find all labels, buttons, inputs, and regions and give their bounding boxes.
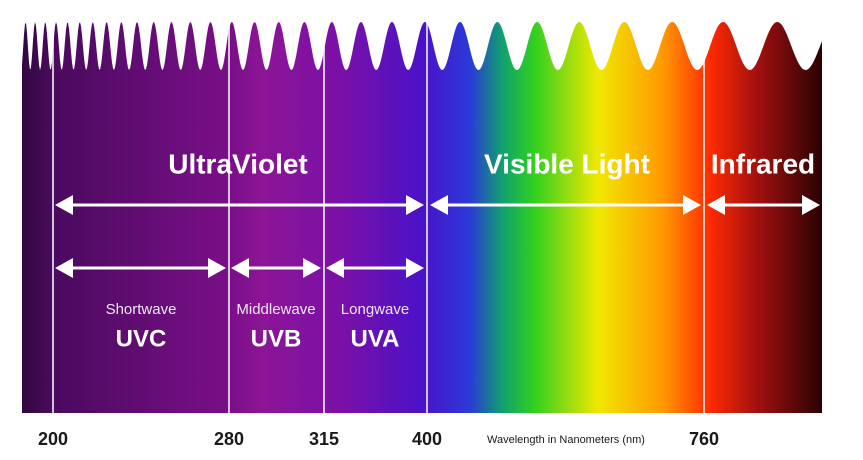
arrows — [55, 195, 820, 278]
arrow-head — [406, 258, 424, 278]
tick-label: 760 — [689, 429, 719, 449]
arrow-head — [208, 258, 226, 278]
band-code: UVC — [116, 325, 167, 352]
arrow-head — [683, 195, 701, 215]
band-code: UVB — [251, 325, 302, 352]
tick-label: 400 — [412, 429, 442, 449]
arrow-head — [406, 195, 424, 215]
arrow-head — [55, 195, 73, 215]
tick-label: 280 — [214, 429, 244, 449]
arrow-head — [55, 258, 73, 278]
axis-label: Wavelength in Nanometers (nm) — [487, 434, 645, 446]
arrow-head — [802, 195, 820, 215]
region-label: Infrared — [711, 148, 815, 179]
spectrum-band — [22, 22, 822, 413]
band-name: Middlewave — [236, 301, 315, 318]
arrow-head — [430, 195, 448, 215]
band-name: Longwave — [341, 301, 409, 318]
tick-label: 315 — [309, 429, 339, 449]
arrow-head — [326, 258, 344, 278]
band-code: UVA — [351, 325, 400, 352]
region-label: Visible Light — [484, 148, 650, 179]
band-name: Shortwave — [106, 301, 177, 318]
arrow-head — [303, 258, 321, 278]
arrow-head — [707, 195, 725, 215]
tick-label: 200 — [38, 429, 68, 449]
region-label: UltraViolet — [168, 148, 308, 179]
arrow-head — [231, 258, 249, 278]
